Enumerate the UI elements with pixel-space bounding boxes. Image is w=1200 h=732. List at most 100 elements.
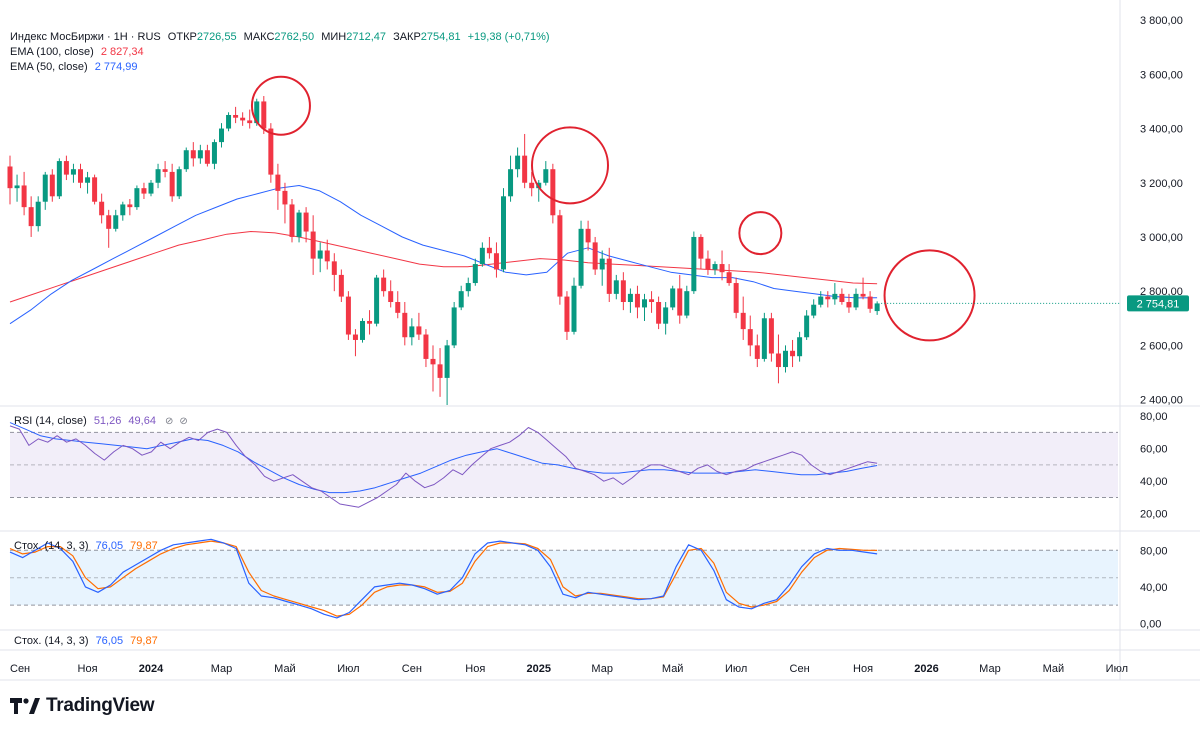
time-tick-label: Июл [1106,663,1128,675]
stochastic-pane[interactable] [9,538,878,619]
ema100-legend[interactable]: EMA (100, close) 2 827,34 [10,45,144,60]
candle [557,209,563,305]
stoch-k-value: 76,05 [95,540,124,552]
stoch-d-value-2: 79,87 [130,635,158,647]
candle-body [183,150,189,170]
candle-body [571,285,577,332]
candle [63,155,69,181]
price-tick-label: 2 600,00 [1140,340,1183,352]
time-tick-label: Июл [725,663,747,675]
time-tick-label: 2024 [139,663,164,675]
candle [360,318,365,343]
price-tick-label: 3 400,00 [1140,124,1183,136]
candle [634,285,640,319]
candle [853,288,859,311]
candle [797,331,803,362]
candle-body [28,207,34,227]
candle [649,291,655,313]
candle-body [867,296,873,309]
candle-body [550,169,556,216]
candle-body [564,296,570,332]
candle [42,171,48,210]
candle [783,345,788,373]
candle [768,312,774,362]
candle [515,147,521,178]
candle-body [324,250,330,262]
open-value: 2726,55 [196,31,237,43]
candle [444,339,450,405]
rsi-tick-label: 40,00 [1140,476,1168,488]
stoch-tick-label: 80,00 [1140,545,1168,557]
ema100-label: EMA (100, close) [10,46,94,58]
candle-body [557,215,563,297]
stoch-label-2: Стох. (14, 3, 3) [14,635,89,647]
candle [705,250,711,275]
time-tick-label: Сен [790,663,810,675]
candle [134,185,140,210]
candle [839,288,845,305]
candle-body [853,293,859,308]
stoch-label: Стох. (14, 3, 3) [14,540,89,552]
candle-body [360,320,365,340]
candle-body [613,280,619,294]
candle [578,220,584,289]
candle-body [768,318,774,354]
candle [92,174,98,205]
stoch-legend[interactable]: Стох. (14, 3, 3) 76,05 79,87 [14,539,158,554]
hidden-value-icon-2[interactable]: ⊘ [179,416,188,427]
candle-body [627,293,633,303]
candle-body [204,150,210,164]
symbol-title[interactable]: Индекс МосБиржи · 1Н · RUS [10,31,161,43]
annotation-circles [250,75,976,342]
candle [677,274,683,324]
candle [437,348,443,397]
candle [550,163,556,224]
candle [719,250,725,281]
candle-body [606,258,612,294]
candle-body [169,171,175,197]
price-tick-label: 2 400,00 [1140,395,1183,407]
candle [663,302,669,335]
candle-body [670,288,676,308]
rsi-legend[interactable]: RSI (14, close) 51,26 49,64 ⊘ ⊘ [14,414,188,429]
candle [775,334,781,384]
hidden-value-icon[interactable]: ⊘ [165,416,174,427]
candle-body [416,326,422,335]
candle-body [63,161,69,175]
candle [656,296,662,330]
candle [416,312,422,340]
price-tick-label: 3 000,00 [1140,232,1183,244]
candle [684,285,690,319]
ema100-value: 2 827,34 [100,46,144,58]
time-tick-label: Май [274,663,296,675]
ema50-legend[interactable]: EMA (50, close) 2 774,99 [10,60,138,75]
candle [374,274,380,327]
candle-body [437,364,443,378]
change-value: +19,38 (+0,71%) [467,31,550,43]
candle [599,250,605,286]
candle-body [472,264,478,284]
time-tick-label: Май [662,663,684,675]
candle-body [430,358,436,365]
candle [493,242,499,278]
candle-body [754,345,760,359]
candle-body [190,150,196,159]
candle-body [712,264,718,270]
tradingview-logo[interactable]: TradingView [10,695,155,717]
candle [176,166,182,200]
candle-body [797,337,803,357]
candle-body [268,128,274,175]
time-tick-label: Июл [337,663,359,675]
candle [381,269,387,297]
ema100-layer [9,231,878,303]
stoch-legend-2[interactable]: Стох. (14, 3, 3) 76,05 79,87 [14,634,158,649]
candle-body [352,334,358,340]
candle-body [402,312,408,338]
rsi-pane[interactable] [9,422,878,508]
candle [169,163,175,202]
annotation-circle [738,211,783,256]
candle-body [99,201,105,216]
candles-layer[interactable] [7,96,880,405]
candle [818,291,824,308]
